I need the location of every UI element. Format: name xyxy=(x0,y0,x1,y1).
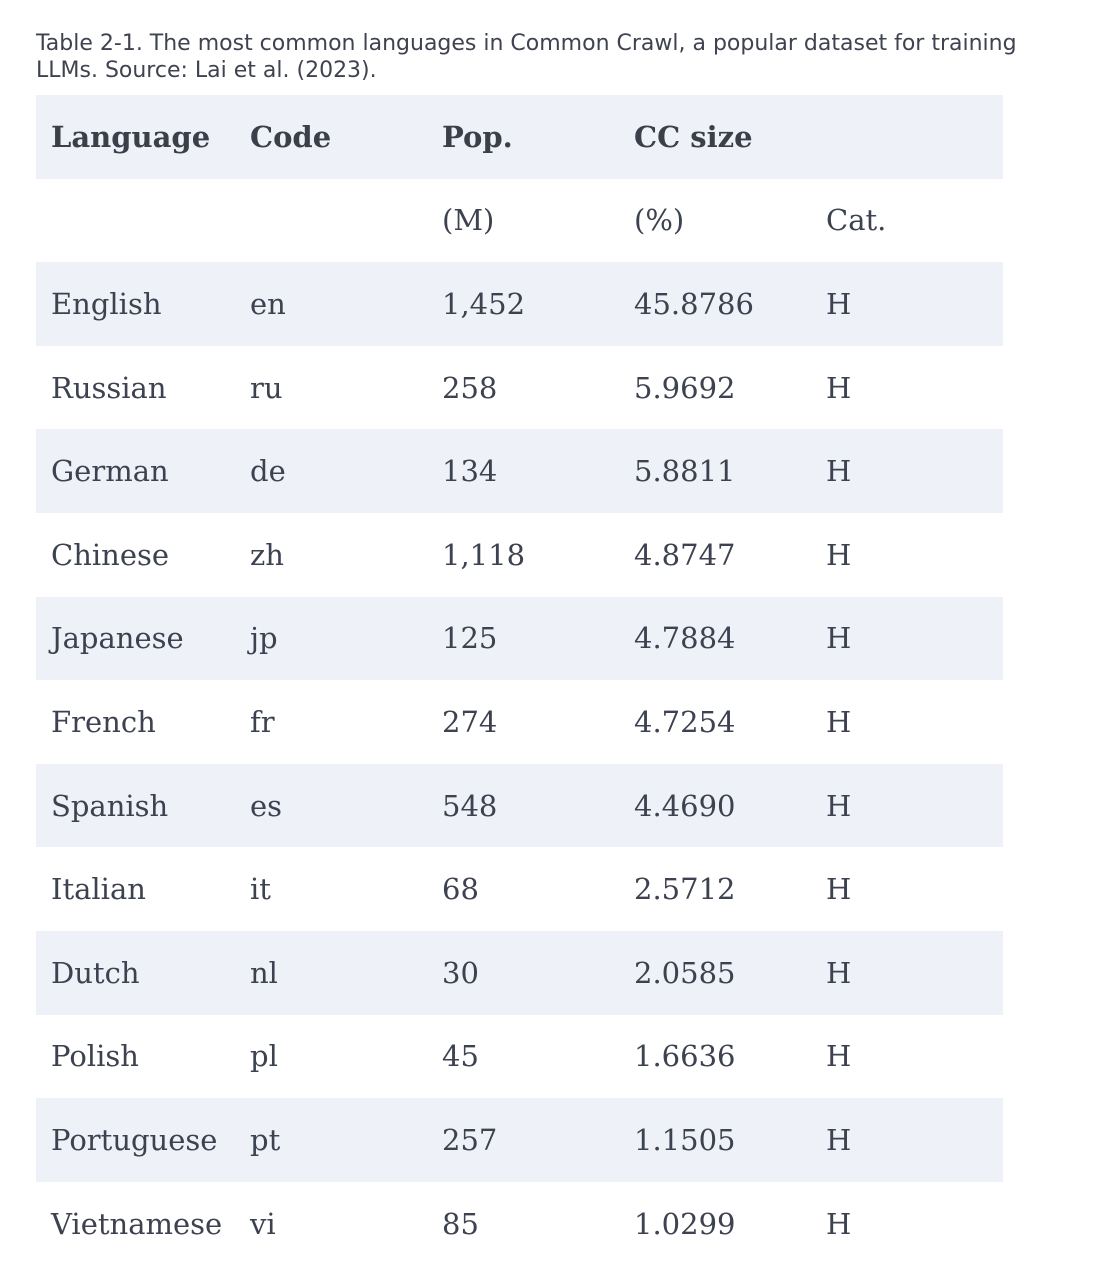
code-cell: vi xyxy=(250,1206,276,1241)
code-cell: pl xyxy=(250,1039,278,1074)
table-row: French fr 274 4.7254 H xyxy=(36,680,1003,764)
population-cell: 274 xyxy=(442,704,498,739)
subheader-cc-unit: (%) xyxy=(634,203,685,238)
category-cell: H xyxy=(826,788,852,823)
subheader-pop-unit: (M) xyxy=(442,203,495,238)
category-cell: H xyxy=(826,1122,852,1157)
population-cell: 134 xyxy=(442,454,498,489)
category-cell: H xyxy=(826,537,852,572)
table-caption: Table 2-1. The most common languages in … xyxy=(36,31,1017,83)
cc-size-cell: 4.8747 xyxy=(634,537,736,572)
cc-size-cell: 1.0299 xyxy=(634,1206,736,1241)
language-cell: Russian xyxy=(51,370,167,405)
population-cell: 85 xyxy=(442,1206,479,1241)
cc-size-cell: 5.8811 xyxy=(634,454,736,489)
population-cell: 125 xyxy=(442,621,498,656)
table-row: Italian it 68 2.5712 H xyxy=(36,847,1003,931)
language-cell: Portuguese xyxy=(51,1122,218,1157)
category-cell: H xyxy=(826,454,852,489)
population-cell: 548 xyxy=(442,788,498,823)
population-cell: 45 xyxy=(442,1039,479,1074)
code-cell: de xyxy=(250,454,286,489)
code-cell: jp xyxy=(250,621,278,656)
subheader-cell xyxy=(36,179,235,263)
table-row: Chinese zh 1,118 4.8747 H xyxy=(36,513,1003,597)
language-cell: French xyxy=(51,704,156,739)
category-cell: H xyxy=(826,704,852,739)
population-cell: 1,452 xyxy=(442,286,526,321)
table-row: Russian ru 258 5.9692 H xyxy=(36,346,1003,430)
table-header-row: Language Code Pop. CC size xyxy=(36,95,1003,179)
language-cell: Italian xyxy=(51,872,146,907)
table-row: Vietnamese vi 85 1.0299 H xyxy=(36,1182,1003,1266)
code-cell: en xyxy=(250,286,286,321)
category-cell: H xyxy=(826,1206,852,1241)
category-cell: H xyxy=(826,621,852,656)
cc-size-cell: 4.7884 xyxy=(634,621,736,656)
code-cell: fr xyxy=(250,704,275,739)
code-cell: pt xyxy=(250,1122,281,1157)
cc-size-cell: 2.5712 xyxy=(634,872,736,907)
code-cell: ru xyxy=(250,370,283,405)
population-cell: 30 xyxy=(442,955,479,990)
header-cc-size: CC size xyxy=(634,119,753,154)
header-pop: Pop. xyxy=(442,119,513,154)
category-cell: H xyxy=(826,872,852,907)
cc-size-cell: 2.0585 xyxy=(634,955,736,990)
category-cell: H xyxy=(826,955,852,990)
language-cell: Japanese xyxy=(51,621,184,656)
language-cell: Polish xyxy=(51,1039,139,1074)
cc-size-cell: 4.4690 xyxy=(634,788,736,823)
category-cell: H xyxy=(826,1039,852,1074)
languages-table: Language Code Pop. CC size (M) (%) Cat. … xyxy=(36,95,1003,1265)
table-row: Polish pl 45 1.6636 H xyxy=(36,1015,1003,1099)
cc-size-cell: 1.6636 xyxy=(634,1039,736,1074)
table-row: Spanish es 548 4.4690 H xyxy=(36,763,1003,848)
cc-size-cell: 45.8786 xyxy=(634,286,754,321)
code-cell: es xyxy=(250,788,283,823)
code-cell: nl xyxy=(250,955,278,990)
table-row: English en 1,452 45.8786 H xyxy=(36,262,1003,346)
population-cell: 68 xyxy=(442,872,479,907)
language-cell: Chinese xyxy=(51,537,170,572)
code-cell: it xyxy=(250,872,271,907)
table-row: Japanese jp 125 4.7884 H xyxy=(36,596,1003,681)
cc-size-cell: 5.9692 xyxy=(634,370,736,405)
language-cell: Spanish xyxy=(51,788,169,823)
cc-size-cell: 4.7254 xyxy=(634,704,736,739)
cc-size-cell: 1.1505 xyxy=(634,1122,736,1157)
category-cell: H xyxy=(826,286,852,321)
subheader-cell xyxy=(235,179,427,263)
category-cell: H xyxy=(826,370,852,405)
subheader-category: Cat. xyxy=(826,203,887,238)
table-row: Portuguese pt 257 1.1505 H xyxy=(36,1098,1003,1182)
population-cell: 1,118 xyxy=(442,537,526,572)
header-code: Code xyxy=(250,119,332,154)
table-row: German de 134 5.8811 H xyxy=(36,429,1003,513)
language-cell: German xyxy=(51,454,169,489)
population-cell: 257 xyxy=(442,1122,498,1157)
header-language: Language xyxy=(51,119,211,154)
language-cell: Vietnamese xyxy=(51,1206,223,1241)
code-cell: zh xyxy=(250,537,284,572)
population-cell: 258 xyxy=(442,370,498,405)
language-cell: Dutch xyxy=(51,955,140,990)
header-empty xyxy=(811,95,1003,179)
table-row: Dutch nl 30 2.0585 H xyxy=(36,930,1003,1015)
subheader-row: (M) (%) Cat. xyxy=(36,179,1003,263)
language-cell: English xyxy=(51,286,162,321)
